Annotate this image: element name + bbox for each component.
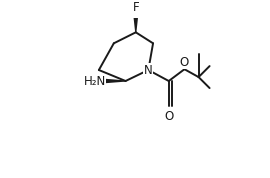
Polygon shape: [133, 17, 138, 32]
Text: O: O: [180, 56, 189, 69]
Text: F: F: [133, 1, 139, 14]
Text: O: O: [164, 110, 173, 123]
Text: N: N: [144, 64, 153, 77]
Text: H₂N: H₂N: [84, 75, 106, 88]
Polygon shape: [104, 79, 126, 83]
